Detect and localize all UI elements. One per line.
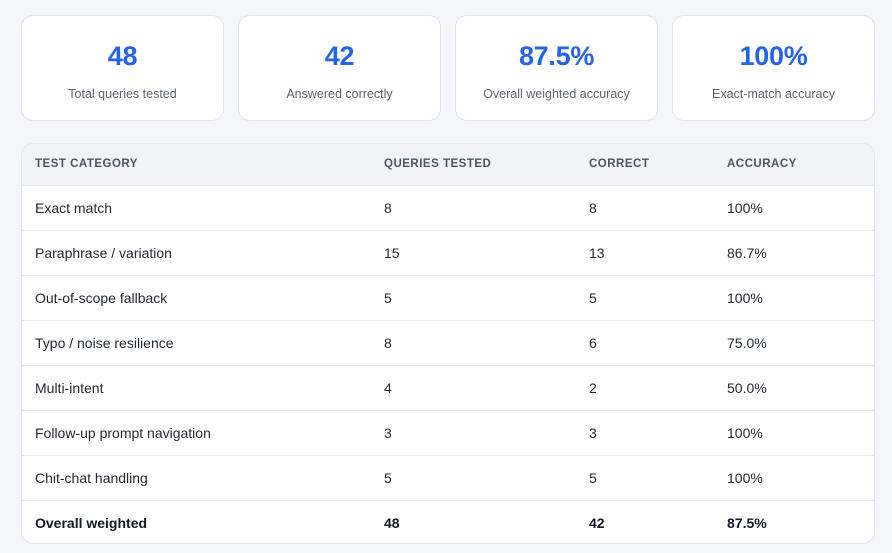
cell-accuracy: 75.0% <box>714 320 874 366</box>
header-queries-tested: QUERIES TESTED <box>371 144 576 186</box>
cell-correct: 2 <box>576 365 714 411</box>
stat-value: 87.5% <box>518 41 595 71</box>
header-accuracy: ACCURACY <box>714 144 874 186</box>
table-row: Paraphrase / variation 15 13 86.7% <box>22 230 874 276</box>
stat-card-answered-correctly: 42 Answered correctly <box>238 15 441 121</box>
cell-correct: 5 <box>576 455 714 501</box>
cell-accuracy: 100% <box>714 185 874 231</box>
cell-accuracy: 100% <box>714 455 874 501</box>
results-table-card: TEST CATEGORY QUERIES TESTED CORRECT ACC… <box>21 143 875 544</box>
table-total-row: Overall weighted 48 42 87.5% <box>22 500 874 543</box>
cell-queries: 3 <box>371 410 576 456</box>
cell-correct: 13 <box>576 230 714 276</box>
cell-correct: 8 <box>576 185 714 231</box>
cell-correct: 42 <box>589 514 605 531</box>
cell-queries: 8 <box>371 185 576 231</box>
table-row: Multi-intent 4 2 50.0% <box>22 365 874 411</box>
table-header-row: TEST CATEGORY QUERIES TESTED CORRECT ACC… <box>22 144 874 186</box>
stat-card-exact-match-accuracy: 100% Exact-match accuracy <box>672 15 875 121</box>
stat-label: Exact-match accuracy <box>712 87 835 101</box>
stat-label: Overall weighted accuracy <box>483 87 630 101</box>
table-row: Follow-up prompt navigation 3 3 100% <box>22 410 874 456</box>
cell-queries: 48 <box>384 514 400 531</box>
cell-queries: 4 <box>371 365 576 411</box>
results-table: TEST CATEGORY QUERIES TESTED CORRECT ACC… <box>22 144 874 543</box>
header-test-category: TEST CATEGORY <box>22 144 371 186</box>
table-row: Out-of-scope fallback 5 5 100% <box>22 275 874 321</box>
cell-accuracy: 100% <box>714 275 874 321</box>
cell-accuracy: 86.7% <box>714 230 874 276</box>
stat-value: 48 <box>107 41 138 71</box>
stat-card-total-queries: 48 Total queries tested <box>21 15 224 121</box>
stat-card-overall-accuracy: 87.5% Overall weighted accuracy <box>455 15 658 121</box>
cell-accuracy: 87.5% <box>727 514 767 531</box>
cell-correct: 3 <box>576 410 714 456</box>
cell-category: Paraphrase / variation <box>22 230 371 276</box>
cell-accuracy: 50.0% <box>714 365 874 411</box>
table-row: Chit-chat handling 5 5 100% <box>22 455 874 501</box>
cell-category: Typo / noise resilience <box>22 320 371 366</box>
cell-accuracy: 100% <box>714 410 874 456</box>
cell-correct: 5 <box>576 275 714 321</box>
stat-label: Answered correctly <box>286 87 393 101</box>
cell-category: Out-of-scope fallback <box>22 275 371 321</box>
cell-category: Multi-intent <box>22 365 371 411</box>
stats-row: 48 Total queries tested 42 Answered corr… <box>21 15 875 121</box>
cell-queries: 15 <box>371 230 576 276</box>
stat-value: 42 <box>324 41 355 71</box>
stat-label: Total queries tested <box>68 87 177 101</box>
cell-category: Exact match <box>22 185 371 231</box>
cell-category: Follow-up prompt navigation <box>22 410 371 456</box>
header-correct: CORRECT <box>576 144 714 186</box>
cell-queries: 8 <box>371 320 576 366</box>
table-row: Exact match 8 8 100% <box>22 185 874 231</box>
cell-queries: 5 <box>371 455 576 501</box>
cell-category: Chit-chat handling <box>22 455 371 501</box>
table-row: Typo / noise resilience 8 6 75.0% <box>22 320 874 366</box>
cell-queries: 5 <box>371 275 576 321</box>
stat-value: 100% <box>739 41 808 71</box>
cell-category: Overall weighted <box>35 514 148 531</box>
cell-correct: 6 <box>576 320 714 366</box>
